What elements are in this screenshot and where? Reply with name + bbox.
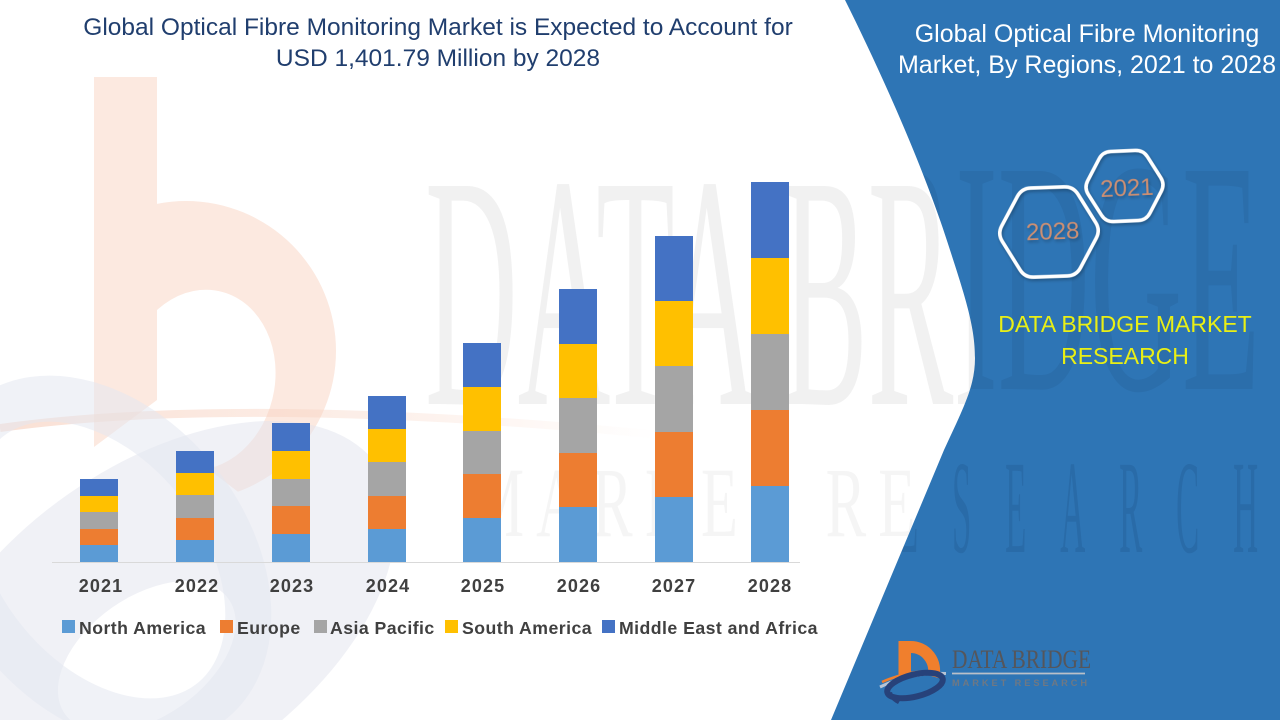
svg-text:MARKET RESEARCH: MARKET RESEARCH — [470, 447, 1240, 558]
svg-text:2021: 2021 — [1100, 174, 1155, 203]
svg-text:DATA BRIDGE: DATA BRIDGE — [425, 108, 1260, 477]
svg-text:DATA BRIDGE: DATA BRIDGE — [952, 645, 1091, 674]
svg-text:2028: 2028 — [1026, 218, 1080, 247]
svg-text:MARKET RESEARCH: MARKET RESEARCH — [952, 678, 1090, 689]
